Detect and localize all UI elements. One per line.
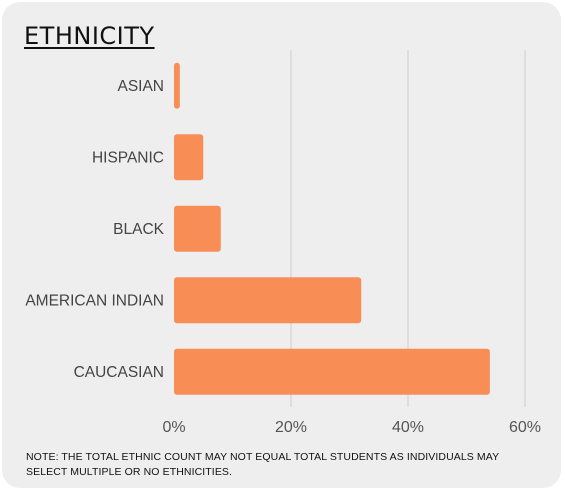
bar-chart: ASIAN HISPANIC BLACK AMERICAN INDIAN CAUCASI… <box>25 50 541 436</box>
bar-american-indian <box>174 277 362 324</box>
x-tick-label: 40% <box>392 419 424 436</box>
x-tick-label: 0% <box>162 419 185 436</box>
chart-card: ETHNICITY ASIAN HISPANIC BLACK AMERICAN IND… <box>2 2 561 488</box>
bar-black <box>174 205 221 252</box>
bar-asian <box>174 62 180 109</box>
category-label: AMERICAN INDIAN <box>25 292 164 309</box>
bar-caucasian <box>174 348 490 395</box>
category-label: CAUCASIAN <box>74 364 164 381</box>
bar-hispanic <box>174 134 204 181</box>
category-label: HISPANIC <box>92 149 164 166</box>
chart-title: ETHNICITY <box>24 22 155 50</box>
x-tick-label: 60% <box>509 419 541 436</box>
x-tick-label: 20% <box>275 419 307 436</box>
category-label: BLACK <box>113 221 164 238</box>
footnote: NOTE: THE TOTAL ETHNIC COUNT MAY NOT EQU… <box>26 451 499 478</box>
category-label: ASIAN <box>117 78 164 95</box>
